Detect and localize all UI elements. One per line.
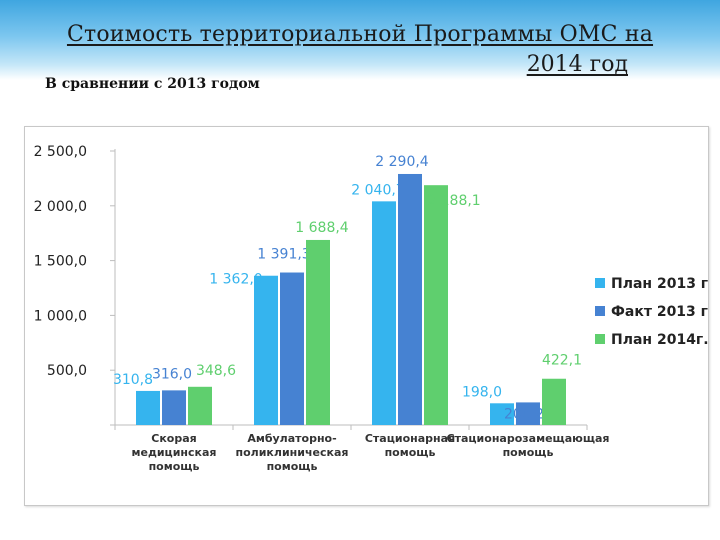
x-category-label: помощь [503,446,554,459]
data-label: 422,1 [542,353,582,369]
y-tick-label: 2 000,0 [34,199,87,215]
page-title-year: 2014 год [526,52,628,77]
bar [490,403,514,425]
x-category-label: Амбулаторно- [247,432,336,445]
bar-chart: 500,0 1 000,0 1 500,0 2 000,0 2 500,0 310,831… [34,144,708,473]
bar [424,185,448,425]
x-category-label: помощь [267,460,318,473]
legend-label: Факт 2013 г. [611,304,708,320]
bar [162,390,186,425]
data-label: 348,6 [196,363,236,379]
bar [136,390,160,425]
data-label: 1 362,0 [209,272,262,288]
x-category-label: Стационарная [365,432,455,445]
bar [188,386,212,425]
legend-swatch [595,278,605,288]
page-subtitle: В сравнении с 2013 годом [45,76,260,92]
data-label: 1 391,3 [257,247,310,263]
bar [516,402,540,425]
x-category-label: Скорая [151,432,196,445]
bar [372,201,396,425]
bar [398,173,422,425]
legend-label: План 2013 г. [611,276,708,292]
x-category-label: Стационарозамещающая [447,432,610,445]
x-category-label: медицинская [132,446,217,459]
bar [254,275,278,425]
bar [306,239,330,425]
y-tick-label: 2 500,0 [34,144,87,160]
legend-swatch [595,334,605,344]
data-label: 206,2 [504,406,544,422]
y-tick-label: 500,0 [47,363,87,379]
data-label: 2 188,1 [427,193,480,209]
legend-label: План 2014г. [611,332,708,348]
x-category-label: помощь [149,460,200,473]
legend-swatch [595,306,605,316]
y-tick-label: 1 000,0 [34,308,87,324]
data-label: 2 040,7 [351,182,404,198]
page-title: Стоимость территориальной Программы ОМС … [66,22,654,47]
data-label: 2 290,4 [375,154,429,170]
data-label: 1 688,4 [295,220,349,236]
x-category-label: помощь [385,446,436,459]
bar [542,378,566,425]
data-label: 316,0 [152,366,192,382]
data-label: 198,0 [462,384,502,400]
chart-frame: 500,0 1 000,0 1 500,0 2 000,0 2 500,0 310,8 31… [24,126,709,506]
title-banner [0,0,720,80]
x-category-label: поликлиническая [236,446,349,459]
data-label: 310,8 [113,372,153,388]
bar [280,272,304,425]
y-tick-label: 1 500,0 [34,254,87,270]
